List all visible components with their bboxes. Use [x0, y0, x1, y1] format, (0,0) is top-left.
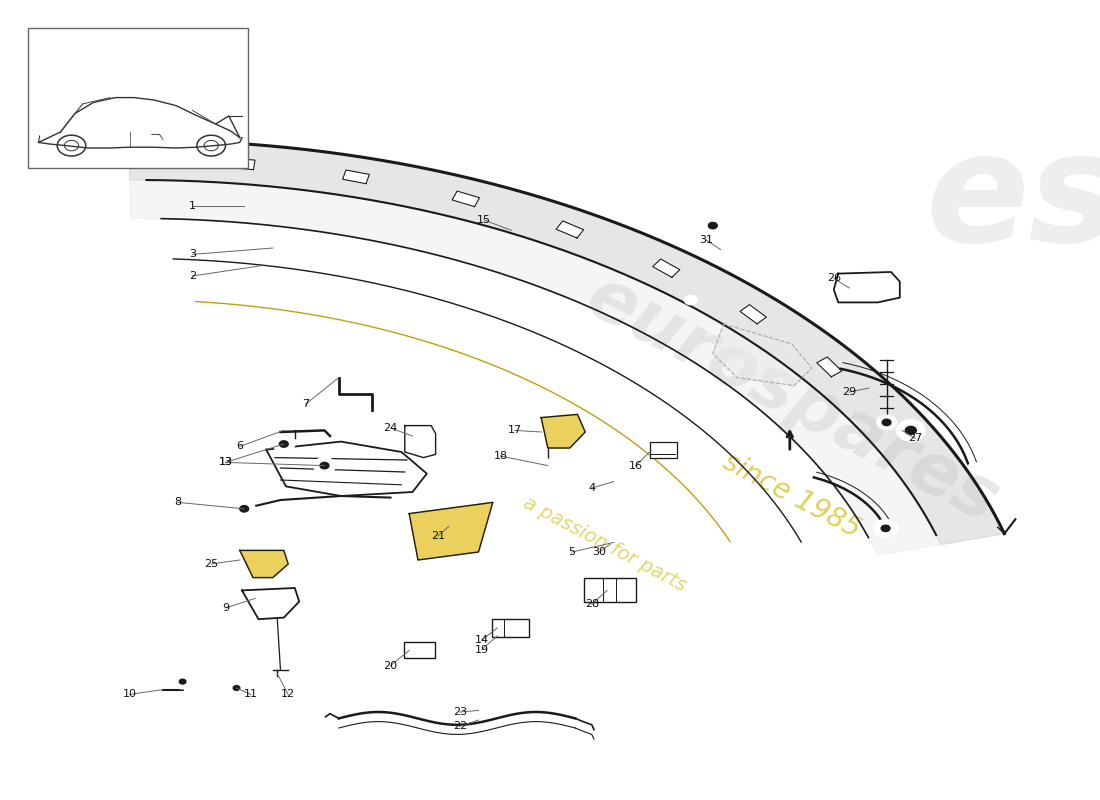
FancyBboxPatch shape [404, 642, 434, 658]
Text: 15: 15 [477, 215, 491, 225]
Text: 11: 11 [244, 690, 257, 699]
Circle shape [882, 419, 891, 426]
Text: 25: 25 [205, 559, 218, 569]
Text: 8: 8 [175, 498, 182, 507]
Polygon shape [834, 272, 900, 302]
Polygon shape [129, 140, 1004, 545]
Circle shape [273, 436, 295, 452]
Text: 3: 3 [189, 250, 196, 259]
Circle shape [279, 441, 288, 447]
Text: 14: 14 [475, 635, 488, 645]
Polygon shape [740, 305, 767, 324]
Circle shape [684, 295, 697, 305]
Text: 7: 7 [302, 399, 309, 409]
Circle shape [701, 217, 725, 234]
Polygon shape [409, 502, 493, 560]
Circle shape [255, 595, 273, 608]
Text: 20: 20 [384, 661, 397, 670]
Circle shape [896, 420, 925, 441]
Circle shape [873, 519, 898, 537]
Text: 23: 23 [453, 707, 466, 717]
Text: 29: 29 [843, 387, 856, 397]
Circle shape [854, 279, 873, 294]
Text: 2: 2 [189, 271, 196, 281]
Circle shape [873, 290, 887, 299]
FancyBboxPatch shape [650, 442, 676, 458]
FancyBboxPatch shape [28, 28, 248, 168]
Circle shape [539, 459, 557, 472]
Circle shape [708, 222, 717, 229]
Polygon shape [816, 357, 842, 377]
Text: 6: 6 [236, 442, 243, 451]
Polygon shape [713, 324, 812, 386]
Text: 5: 5 [569, 547, 575, 557]
Polygon shape [541, 414, 585, 448]
Polygon shape [230, 158, 255, 170]
Polygon shape [240, 550, 288, 578]
Text: 12: 12 [282, 690, 295, 699]
Text: 27: 27 [909, 434, 922, 443]
Polygon shape [557, 221, 584, 238]
Polygon shape [452, 191, 480, 206]
Circle shape [233, 501, 255, 517]
Circle shape [877, 415, 896, 430]
Circle shape [173, 674, 192, 689]
Text: 17: 17 [508, 426, 521, 435]
FancyBboxPatch shape [584, 578, 636, 602]
Polygon shape [652, 259, 680, 278]
Text: 1: 1 [189, 202, 196, 211]
Text: a passion for parts: a passion for parts [520, 493, 690, 595]
Text: 24: 24 [384, 423, 397, 433]
Text: 9: 9 [222, 603, 229, 613]
Text: 16: 16 [629, 461, 642, 470]
Circle shape [320, 462, 329, 469]
Text: 26: 26 [827, 274, 840, 283]
Polygon shape [405, 426, 436, 458]
Text: 4: 4 [588, 483, 595, 493]
Circle shape [240, 506, 249, 512]
Text: 21: 21 [431, 531, 444, 541]
Text: 13: 13 [219, 458, 232, 467]
FancyBboxPatch shape [492, 619, 529, 637]
Text: since 1985: since 1985 [718, 448, 866, 544]
Text: 10: 10 [123, 690, 136, 699]
Text: 18: 18 [494, 451, 507, 461]
Polygon shape [130, 180, 940, 555]
Text: 30: 30 [593, 547, 606, 557]
Circle shape [229, 682, 244, 694]
Circle shape [881, 525, 890, 531]
Text: 22: 22 [453, 722, 466, 731]
Circle shape [905, 426, 916, 434]
Text: es: es [926, 126, 1100, 274]
Text: 19: 19 [475, 645, 488, 654]
Circle shape [179, 679, 186, 684]
Text: 28: 28 [585, 599, 598, 609]
Text: 31: 31 [700, 235, 713, 245]
Polygon shape [342, 170, 370, 184]
Circle shape [233, 686, 240, 690]
Text: 13: 13 [219, 458, 232, 467]
Polygon shape [242, 588, 299, 619]
Circle shape [314, 458, 336, 474]
Text: eurospares: eurospares [574, 262, 1010, 538]
